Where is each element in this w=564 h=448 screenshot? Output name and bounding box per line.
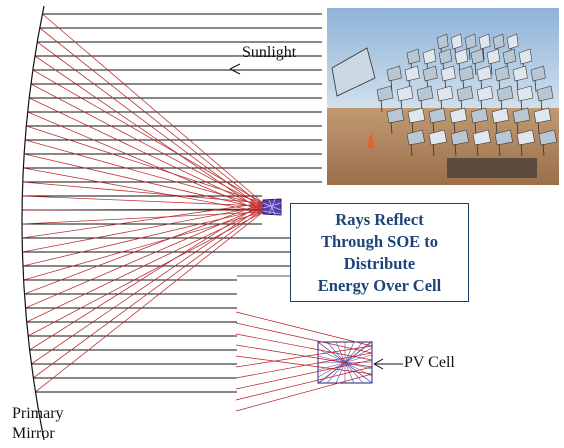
reflected-ray — [31, 205, 264, 365]
sunlight-label: Sunlight — [242, 44, 297, 61]
primary-mirror-label-line1: Primary — [12, 405, 64, 422]
reflected-ray — [22, 202, 264, 239]
primary-mirror-label-line2: Mirror — [12, 425, 55, 442]
caption-line-2: Through SOE to — [320, 231, 439, 251]
reflected-rays — [21, 13, 264, 393]
reflected-ray — [26, 125, 264, 204]
reflected-ray — [23, 167, 264, 213]
caption-line-3: Distribute — [343, 253, 416, 273]
reflected-ray — [39, 27, 264, 207]
reflected-ray — [22, 181, 264, 204]
heliostat-field-photo — [327, 8, 559, 185]
pv-ray — [235, 344, 373, 368]
caption-line-1: Rays Reflect — [335, 209, 424, 229]
reflected-ray — [25, 205, 264, 309]
reflected-ray — [30, 83, 264, 207]
reflected-ray — [42, 13, 264, 204]
pv-ray — [235, 333, 373, 361]
reflected-ray — [27, 211, 264, 337]
secondary-optical-element — [262, 198, 282, 216]
caption-box: Rays Reflect Through SOE to Distribute E… — [290, 203, 469, 302]
pv-ray — [235, 373, 373, 412]
pv-ray — [235, 352, 373, 379]
pv-converging-rays — [235, 311, 373, 412]
pv-ray — [235, 311, 373, 347]
pv-ray — [235, 359, 373, 390]
pv-cell-arrow — [373, 358, 403, 370]
reflected-ray — [32, 69, 264, 204]
pv-ray — [235, 355, 373, 375]
pv-ray — [235, 345, 373, 368]
reflected-ray — [24, 202, 264, 295]
pv-cell-label: PV Cell — [404, 354, 455, 371]
reflected-ray — [27, 111, 264, 213]
sunlight-arrow — [229, 63, 241, 75]
pv-ray — [235, 322, 373, 354]
caption-line-4: Energy Over Cell — [317, 275, 442, 295]
reflected-ray — [22, 195, 264, 207]
primary-mirror — [21, 5, 45, 441]
pv-ray — [235, 366, 373, 401]
reflected-ray — [29, 202, 264, 351]
reflected-ray — [35, 211, 264, 393]
reflected-ray — [34, 55, 264, 213]
reflected-ray — [32, 208, 264, 379]
reflected-ray — [22, 205, 264, 253]
reflected-ray — [25, 139, 264, 207]
